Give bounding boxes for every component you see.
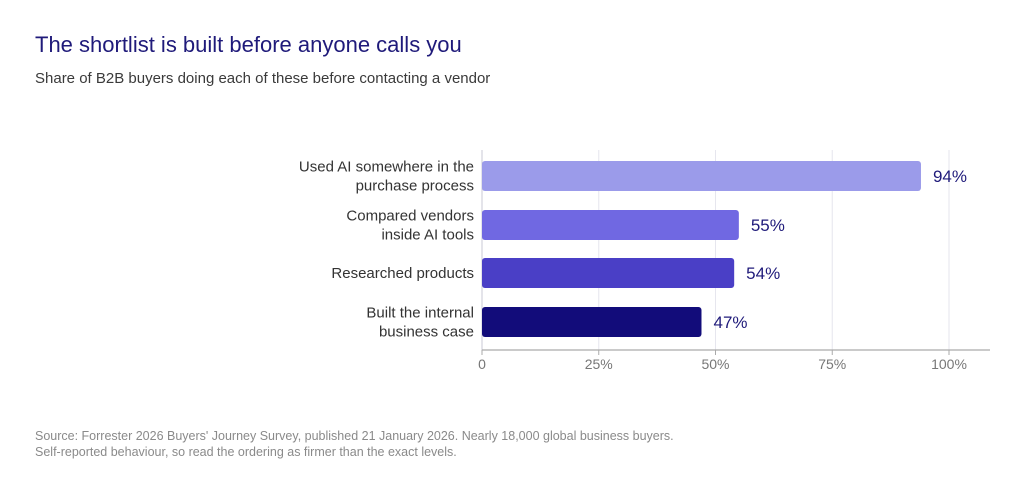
value-label: 55% bbox=[751, 216, 785, 235]
bar bbox=[482, 258, 735, 288]
x-tick-label: 100% bbox=[931, 356, 967, 372]
x-tick-label: 75% bbox=[818, 356, 846, 372]
category-label: business case bbox=[379, 324, 474, 341]
x-tick-label: 50% bbox=[701, 356, 729, 372]
bar-chart: Used AI somewhere in the purchase process… bbox=[299, 150, 990, 372]
value-label: 94% bbox=[933, 167, 967, 186]
value-label: 54% bbox=[746, 264, 780, 283]
x-tick-label: 25% bbox=[585, 356, 613, 372]
source-line-1: Source: Forrester 2026 Buyers' Journey S… bbox=[35, 429, 674, 443]
value-label: 47% bbox=[713, 313, 747, 332]
category-label: Researched products bbox=[331, 265, 474, 282]
category-label: Used AI somewhere in the bbox=[299, 159, 474, 176]
category-label: purchase process bbox=[356, 178, 474, 195]
category-label: inside AI tools bbox=[381, 227, 474, 244]
category-label: Compared vendors bbox=[346, 208, 474, 225]
chart-title: The shortlist is built before anyone cal… bbox=[35, 32, 462, 57]
bar bbox=[482, 161, 921, 191]
category-label: Built the internal bbox=[366, 305, 474, 322]
x-tick-label: 0 bbox=[478, 356, 486, 372]
source-line-2: Self-reported behaviour, so read the ord… bbox=[35, 445, 457, 459]
chart-subtitle: Share of B2B buyers doing each of these … bbox=[35, 70, 491, 87]
bar bbox=[482, 307, 702, 337]
source-note: Source: Forrester 2026 Buyers' Journey S… bbox=[35, 428, 674, 460]
bar bbox=[482, 210, 739, 240]
